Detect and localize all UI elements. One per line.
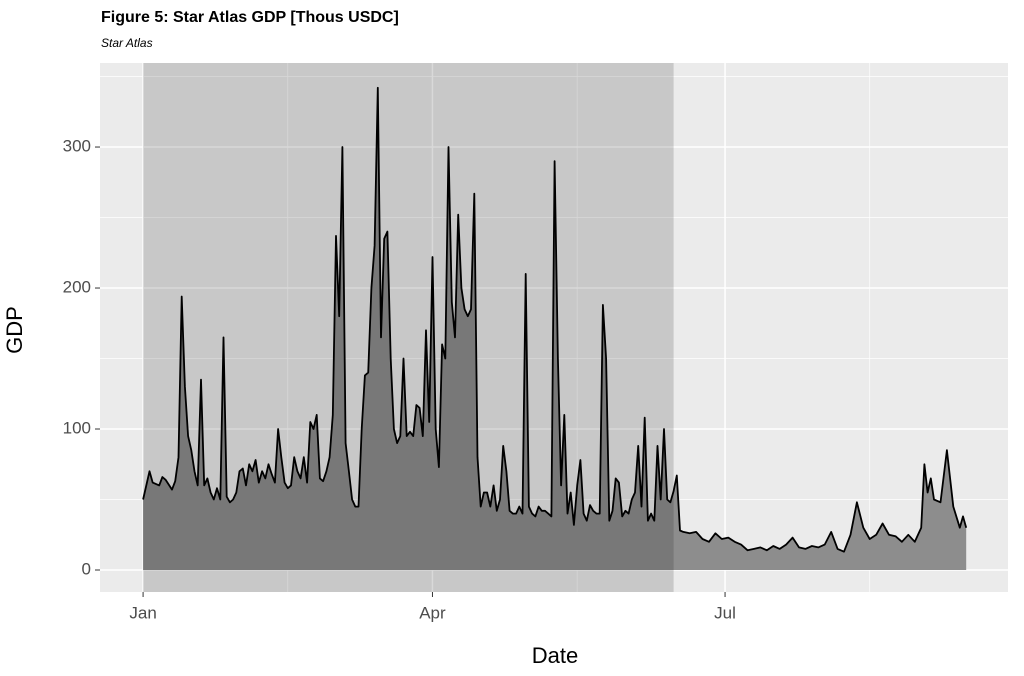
y-tick-label: 100 [63,418,91,437]
line [142,86,968,553]
chart-subtitle: Star Atlas [101,36,153,50]
area [143,87,967,571]
y-tick-label: 0 [82,559,91,578]
x-tick-label: Jan [129,603,156,622]
x-tick-label: Apr [419,603,446,622]
chart-title: Figure 5: Star Atlas GDP [Thous USDC] [101,9,399,26]
x-axis-label: Date [532,643,578,668]
x-tick-label: Jul [714,603,736,622]
y-tick-label: 300 [63,137,91,156]
y-tick-label: 200 [63,278,91,297]
highlight-band [143,63,674,592]
y-axis-label: GDP [2,306,27,354]
